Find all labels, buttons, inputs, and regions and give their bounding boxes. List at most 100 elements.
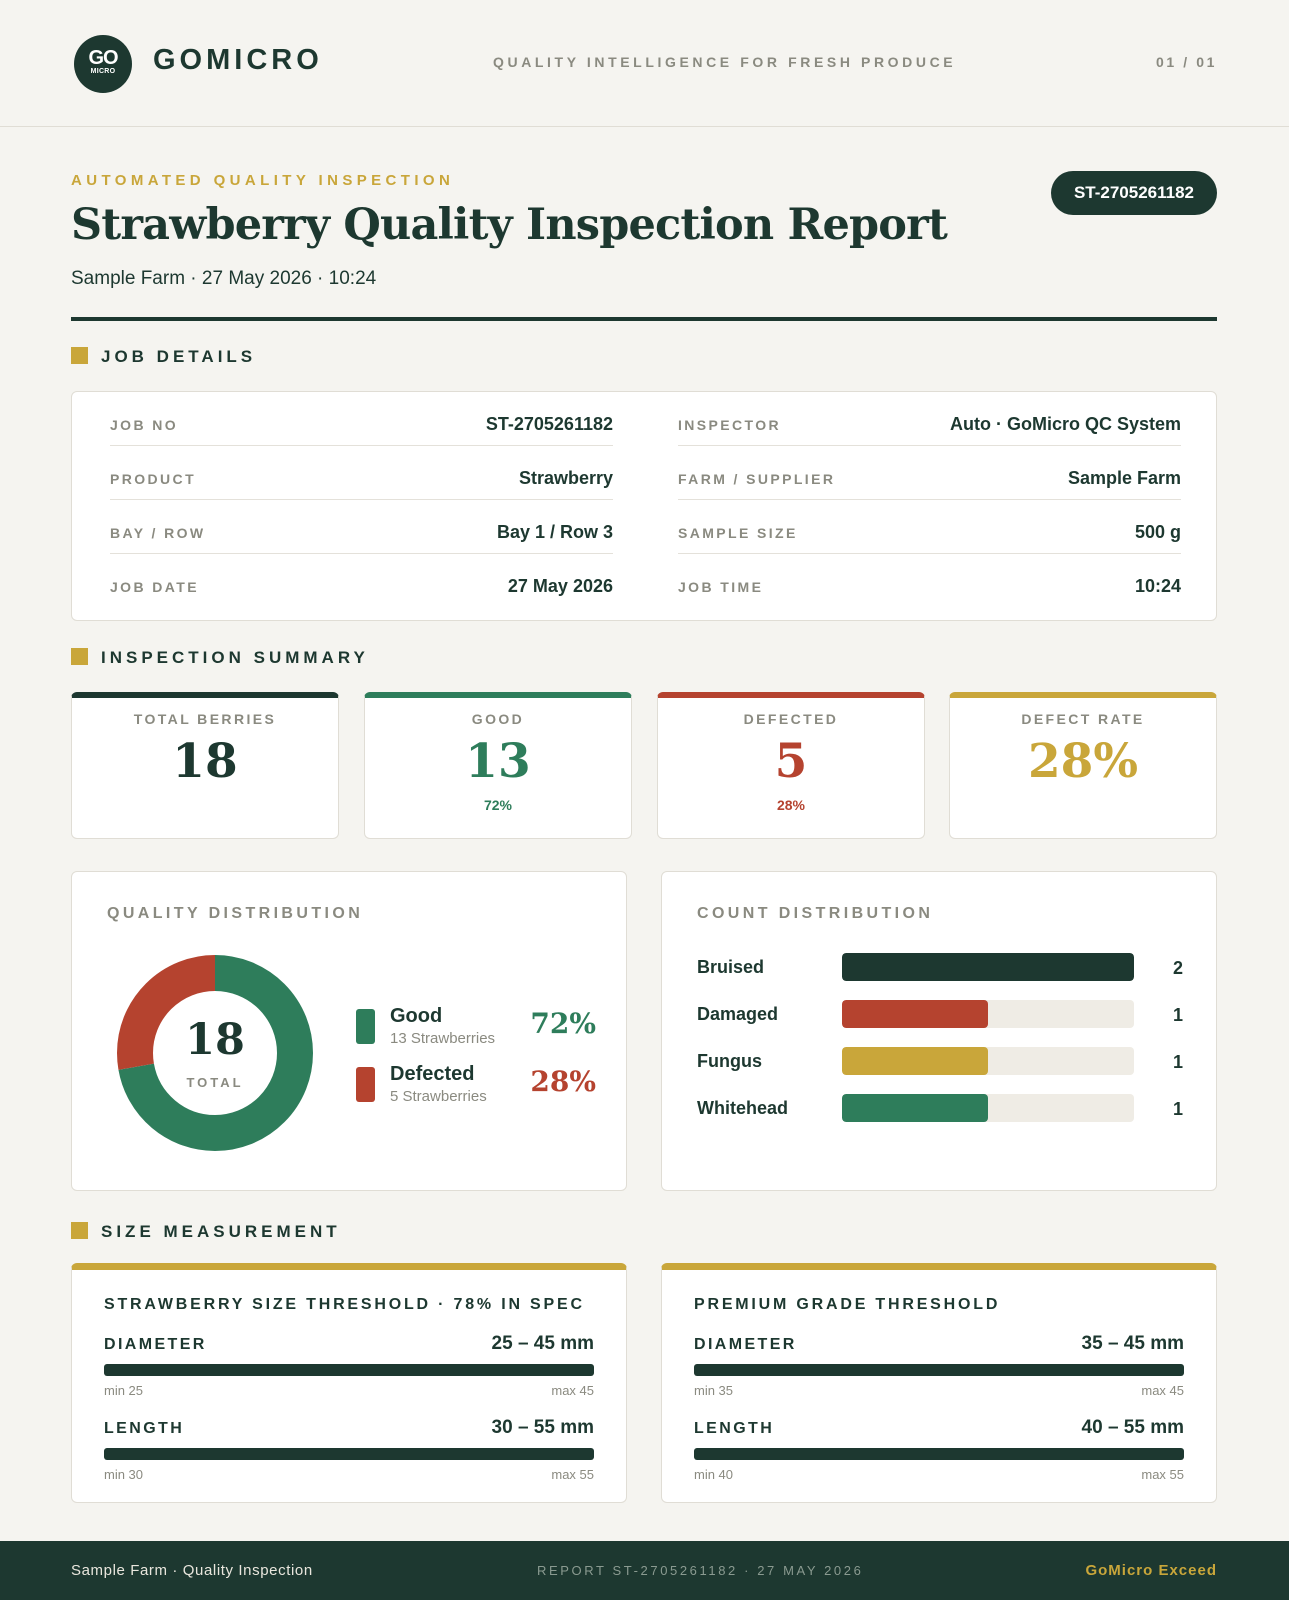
count-value: 1 [1172, 1099, 1183, 1119]
legend-percent: 72% [530, 1007, 596, 1040]
count-value: 1 [1172, 1005, 1183, 1025]
section-inspection-summary: INSPECTION SUMMARY [71, 648, 369, 668]
stat-card-total-berries: TOTAL BERRIES 18 [71, 692, 339, 839]
job-detail-value: Auto · GoMicro QC System [949, 414, 1181, 434]
size-range: 35 – 45 mm [1081, 1333, 1184, 1354]
count-name: Whitehead [697, 1098, 789, 1118]
count-bar-track [842, 1094, 1134, 1122]
section-size-measurement: SIZE MEASUREMENT [71, 1222, 341, 1242]
stat-value: 5 [774, 734, 808, 789]
page-title: Strawberry Quality Inspection Report [71, 200, 948, 250]
size-range: 25 – 45 mm [491, 1333, 594, 1354]
footer: Sample Farm · Quality Inspection REPORT … [0, 1541, 1289, 1600]
job-detail-value: 27 May 2026 [507, 576, 613, 596]
legend-name: Defected [390, 1063, 475, 1085]
job-detail-label: FARM / SUPPLIER [678, 471, 836, 487]
size-max: max 45 [1141, 1383, 1184, 1398]
stat-value: 18 [172, 734, 238, 789]
job-detail-row: SAMPLE SIZE 500 g [678, 500, 1181, 554]
size-range-bar [694, 1448, 1184, 1460]
count-bar-fill [842, 1047, 988, 1075]
size-card-title: PREMIUM GRADE THRESHOLD [694, 1296, 1001, 1313]
size-min: min 25 [104, 1383, 144, 1398]
size-range: 30 – 55 mm [491, 1417, 594, 1438]
count-row-damaged: Damaged 1 [697, 1000, 1183, 1030]
job-detail-row: FARM / SUPPLIER Sample Farm [678, 446, 1181, 500]
job-detail-row: JOB TIME 10:24 [678, 554, 1181, 608]
premium-grade-card: PREMIUM GRADE THRESHOLD DIAMETER 35 – 45… [661, 1263, 1217, 1503]
job-detail-label: PRODUCT [110, 471, 197, 487]
size-min: min 40 [694, 1467, 734, 1482]
tagline: QUALITY INTELLIGENCE FOR FRESH PRODUCE [493, 54, 957, 70]
count-bar-track [842, 1047, 1134, 1075]
count-bar-track [842, 1000, 1134, 1028]
logo-go-text: GO [88, 47, 118, 69]
job-details-card: JOB NO ST-2705261182 PRODUCT Strawberry BA… [71, 391, 1217, 621]
count-value: 2 [1172, 958, 1183, 978]
job-detail-row: BAY / ROW Bay 1 / Row 3 [110, 500, 613, 554]
job-detail-label: JOB TIME [678, 579, 764, 595]
stat-value: 13 [465, 734, 531, 789]
count-name: Fungus [697, 1051, 762, 1071]
legend-percent: 28% [530, 1065, 596, 1098]
footer-left: Sample Farm · Quality Inspection [71, 1562, 313, 1579]
stat-card-good: GOOD 13 72% [364, 692, 632, 839]
quality-distribution-card: QUALITY DISTRIBUTION 18 TOTAL Good 13 St… [71, 871, 627, 1191]
size-range-bar [694, 1364, 1184, 1376]
job-detail-label: INSPECTOR [678, 417, 782, 433]
donut-slice-defected [117, 955, 313, 1151]
job-detail-label: SAMPLE SIZE [678, 525, 798, 541]
job-detail-value: 10:24 [1134, 576, 1181, 596]
stat-value: 28% [1027, 734, 1139, 789]
stat-percent: 28% [776, 797, 806, 813]
stat-label: DEFECTED [743, 711, 839, 727]
count-row-bruised: Bruised 2 [697, 953, 1183, 983]
job-detail-value: ST-2705261182 [485, 414, 613, 434]
section-title: SIZE MEASUREMENT [101, 1222, 341, 1241]
size-row-length: LENGTH 40 – 55 mm min 40 max 55 [694, 1417, 1184, 1490]
legend-sub: 5 Strawberries [390, 1088, 487, 1105]
legend-item-good: Good 13 Strawberries 72% [356, 1002, 596, 1052]
footer-report-ref: REPORT ST-2705261182 · 27 MAY 2026 [537, 1563, 864, 1578]
brand-name: GOMICRO [153, 44, 323, 76]
job-details-left-column: JOB NO ST-2705261182 PRODUCT Strawberry BA… [110, 392, 613, 608]
stat-label: TOTAL BERRIES [133, 711, 277, 727]
report-id-badge: ST-2705261182 [1050, 171, 1217, 215]
section-title: INSPECTION SUMMARY [101, 648, 369, 667]
page-number: 01 / 01 [1155, 54, 1217, 70]
title-divider [71, 317, 1217, 321]
stat-label: GOOD [471, 711, 525, 727]
footer-brand: GoMicro Exceed [1085, 1562, 1217, 1579]
size-range-bar [104, 1448, 594, 1460]
section-marker-icon [71, 648, 88, 665]
size-row-length: LENGTH 30 – 55 mm min 30 max 55 [104, 1417, 594, 1490]
size-min: min 30 [104, 1467, 144, 1482]
size-name: DIAMETER [694, 1336, 797, 1353]
size-range: 40 – 55 mm [1081, 1417, 1184, 1438]
stat-card-defect-rate: DEFECT RATE 28% [949, 692, 1217, 839]
size-name: LENGTH [694, 1420, 775, 1437]
job-detail-value: Strawberry [518, 468, 613, 488]
count-distribution-card: COUNT DISTRIBUTION Bruised 2 Damaged 1 F… [661, 871, 1217, 1191]
donut-total-label: TOTAL [186, 1075, 244, 1090]
size-name: LENGTH [104, 1420, 185, 1437]
stat-card-defected: DEFECTED 5 28% [657, 692, 925, 839]
size-row-diameter: DIAMETER 35 – 45 mm min 35 max 45 [694, 1333, 1184, 1406]
count-name: Bruised [697, 957, 765, 977]
size-card-title: STRAWBERRY SIZE THRESHOLD · 78% IN SPEC [104, 1296, 585, 1313]
section-marker-icon [71, 1222, 88, 1239]
job-details-right-column: INSPECTOR Auto · GoMicro QC System FARM /… [678, 392, 1181, 608]
legend-swatch [356, 1009, 375, 1044]
count-value: 1 [1172, 1052, 1183, 1072]
size-min: min 35 [694, 1383, 734, 1398]
job-detail-row: JOB DATE 27 May 2026 [110, 554, 613, 608]
card-title: COUNT DISTRIBUTION [697, 905, 934, 922]
size-range-bar [104, 1364, 594, 1376]
donut-total: 18 [185, 1015, 245, 1065]
gomicro-logo: GO MICRO [74, 35, 132, 93]
size-max: max 55 [551, 1467, 594, 1482]
stat-label: DEFECT RATE [1021, 711, 1145, 727]
size-threshold-card: STRAWBERRY SIZE THRESHOLD · 78% IN SPEC … [71, 1263, 627, 1503]
logo-micro-text: MICRO [90, 68, 116, 75]
job-detail-row: PRODUCT Strawberry [110, 446, 613, 500]
